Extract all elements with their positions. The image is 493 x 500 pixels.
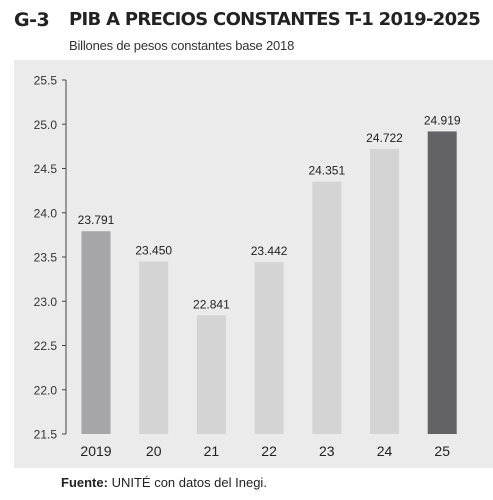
bar-21 [196, 315, 226, 434]
chart-subtitle: Billones de pesos constantes base 2018 [69, 38, 295, 53]
x-tick-label-25: 25 [434, 443, 450, 459]
x-tick-label-2019: 2019 [80, 443, 111, 459]
x-tick-label-20: 20 [146, 443, 162, 459]
x-tick-label-21: 21 [204, 443, 220, 459]
chart-title: PIB A PRECIOS CONSTANTES T-1 2019-2025 [69, 9, 481, 30]
y-tick-label: 23.5 [34, 251, 58, 265]
y-tick-label: 25.5 [34, 74, 58, 88]
data-label-25: 24.919 [424, 113, 461, 127]
figure-code: G-3 [14, 9, 50, 31]
plot-area: 21.5 22.0 22.5 23.0 23.5 24.0 24.5 25.0 25.5 23.7… [14, 60, 493, 468]
y-tick-label: 22.0 [34, 383, 58, 397]
y-tick-label: 23.0 [34, 295, 58, 309]
data-label-21: 22.841 [193, 297, 230, 311]
x-tick-label-23: 23 [319, 443, 335, 459]
source-label: Fuente: [61, 475, 108, 490]
bar-23 [312, 181, 342, 434]
source-text: UNITÉ con datos del Inegi. [111, 475, 267, 490]
bar-2019 [81, 231, 111, 434]
data-label-24: 24.722 [366, 131, 403, 145]
chart-header: G-3 PIB A PRECIOS CONSTANTES T-1 2019-20… [0, 0, 493, 60]
y-tick-label: 21.5 [34, 428, 58, 442]
bar-22 [254, 262, 284, 434]
bar-chart: 21.5 22.0 22.5 23.0 23.5 24.0 24.5 25.0 25.5 23.7… [34, 74, 461, 460]
x-tick-label-24: 24 [377, 443, 393, 459]
x-tick-label-22: 22 [261, 443, 277, 459]
bar-20 [139, 261, 169, 434]
data-label-20: 23.450 [135, 243, 172, 257]
data-label-23: 24.351 [308, 164, 345, 178]
source-note: Fuente: UNITÉ con datos del Inegi. [61, 475, 267, 490]
y-tick-label: 25.0 [34, 118, 58, 132]
bar-25 [427, 131, 457, 434]
y-tick-label: 22.5 [34, 339, 58, 353]
bar-24 [370, 148, 399, 434]
y-tick-label: 24.5 [34, 162, 58, 176]
data-label-2019: 23.791 [78, 213, 115, 227]
data-label-22: 23.442 [251, 244, 288, 258]
y-tick-label: 24.0 [34, 206, 58, 220]
